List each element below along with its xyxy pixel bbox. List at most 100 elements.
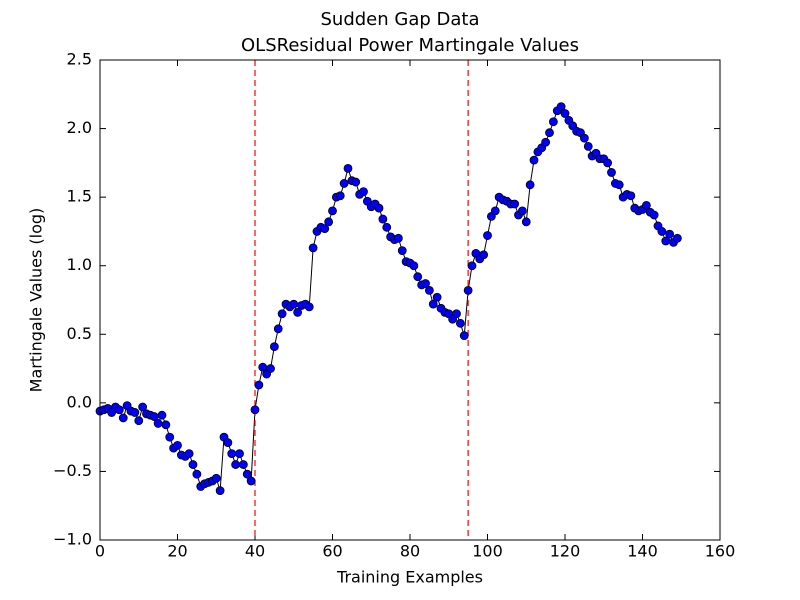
data-point	[308, 243, 318, 253]
data-point	[324, 217, 334, 227]
y-tick-label: 0.0	[67, 392, 92, 411]
data-point	[521, 217, 531, 227]
data-point	[467, 261, 477, 271]
data-point	[424, 285, 434, 295]
data-point	[378, 214, 388, 224]
data-point	[614, 180, 624, 190]
data-point	[254, 380, 264, 390]
data-point	[242, 469, 252, 479]
data-point	[545, 128, 554, 138]
data-point	[525, 180, 535, 190]
data-point	[343, 163, 353, 173]
data-point	[374, 203, 384, 213]
data-point	[289, 299, 299, 309]
data-point	[304, 302, 314, 312]
data-point	[421, 279, 430, 288]
data-point	[413, 272, 423, 282]
data-point	[192, 469, 202, 479]
data-point	[266, 364, 275, 373]
data-point	[428, 299, 438, 309]
data-point	[359, 187, 368, 197]
data-point	[335, 191, 345, 201]
data-point	[579, 133, 589, 143]
chart-title: Sudden Gap Data	[321, 9, 480, 30]
data-point	[114, 405, 124, 415]
plot-frame	[99, 59, 721, 541]
data-point	[320, 224, 330, 234]
data-point	[188, 460, 198, 469]
data-point	[328, 206, 337, 216]
data-point	[397, 246, 407, 256]
y-tick-label: 2.0	[67, 118, 92, 137]
data-point	[483, 231, 492, 240]
data-point	[452, 309, 461, 319]
x-tick-label: 40	[245, 542, 265, 561]
data-point	[490, 206, 500, 216]
data-point	[510, 199, 520, 209]
data-point	[130, 408, 140, 417]
data-point	[351, 177, 361, 187]
data-point	[517, 206, 527, 216]
data-point	[649, 210, 659, 220]
chart-subtitle: OLSResidual Power Martingale Values	[241, 35, 579, 56]
x-tick-label: 120	[550, 542, 581, 561]
y-tick-label: 1.5	[67, 187, 92, 206]
data-point	[134, 416, 144, 426]
y-tick-label: 1.0	[67, 255, 92, 274]
data-point	[215, 486, 225, 496]
data-point	[382, 222, 392, 232]
data-point	[459, 331, 469, 341]
data-point	[118, 413, 128, 423]
data-point	[227, 449, 237, 459]
data-point	[479, 250, 489, 260]
data-point	[548, 117, 558, 127]
data-point	[665, 229, 675, 239]
data-point	[211, 473, 221, 483]
data-point	[603, 158, 613, 168]
data-point	[173, 440, 182, 450]
x-axis-label: Training Examples	[336, 568, 483, 587]
data-point	[641, 200, 651, 210]
data-point	[463, 285, 473, 295]
data-point	[231, 460, 241, 469]
y-tick-label: 2.5	[67, 50, 92, 69]
data-point	[560, 109, 570, 118]
y-axis-label: Martingale Values (log)	[27, 208, 46, 393]
x-tick-label: 100	[472, 542, 503, 561]
data-point	[409, 261, 419, 271]
data-point	[246, 476, 256, 486]
data-point	[607, 168, 616, 177]
data-point	[657, 227, 667, 236]
data-point	[250, 405, 260, 415]
data-point	[672, 233, 682, 243]
data-point	[541, 137, 551, 147]
data-point	[269, 342, 279, 352]
y-tick-label: −1.0	[53, 530, 92, 549]
x-tick-label: 160	[705, 542, 736, 561]
data-point	[161, 420, 171, 430]
data-point	[235, 449, 244, 459]
data-point	[223, 438, 233, 448]
data-point	[293, 307, 303, 317]
data-point	[455, 318, 465, 328]
data-point	[393, 233, 403, 243]
data-point	[556, 102, 566, 112]
y-tick-label: −0.5	[53, 461, 92, 480]
data-point	[626, 191, 636, 201]
data-point	[432, 292, 442, 302]
data-point	[157, 410, 167, 420]
data-point	[529, 155, 539, 165]
data-point	[165, 432, 175, 442]
data-point	[153, 419, 163, 428]
data-point	[184, 449, 194, 459]
data-point	[277, 309, 287, 319]
y-tick-label: 0.5	[67, 324, 92, 343]
x-tick-label: 60	[322, 542, 342, 561]
x-tick-label: 140	[627, 542, 658, 561]
data-point	[138, 402, 148, 412]
data-point	[238, 460, 248, 469]
x-tick-label: 80	[400, 542, 420, 561]
